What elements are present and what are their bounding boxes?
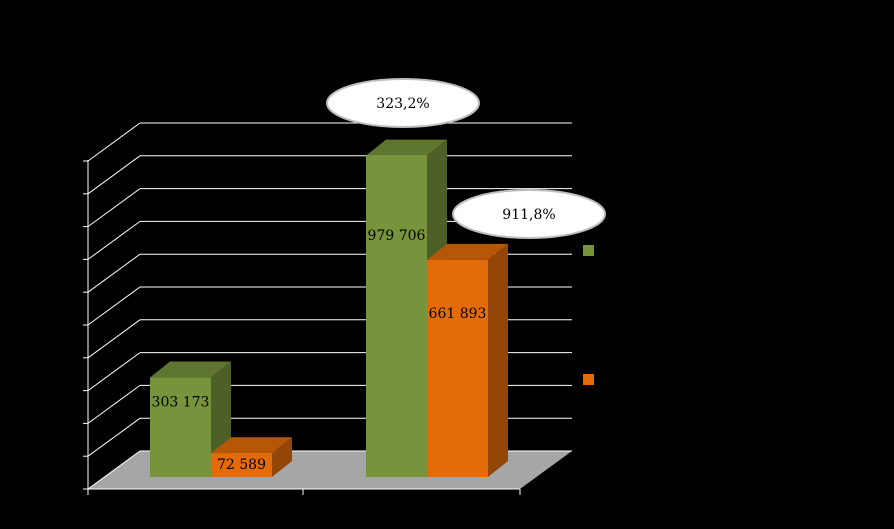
bar-top xyxy=(366,139,447,156)
wall-grid-line xyxy=(87,450,141,490)
wall-grid-line xyxy=(87,384,141,424)
wall-grid-line xyxy=(87,319,141,359)
bar-top xyxy=(427,243,508,260)
bar-top xyxy=(211,437,292,454)
legend-swatch xyxy=(583,374,594,385)
bar xyxy=(427,259,488,477)
wall-grid-line xyxy=(87,417,141,457)
legend-swatch xyxy=(583,245,594,256)
annotation-bubble xyxy=(452,189,606,239)
wall-grid-line xyxy=(87,188,141,228)
wall-grid-line xyxy=(87,352,141,392)
bar xyxy=(211,453,272,477)
value-label: 979 706 xyxy=(368,228,426,244)
wall-grid-line xyxy=(87,286,141,326)
annotation-bubble xyxy=(326,78,480,128)
wall-grid-line xyxy=(87,253,141,293)
bar-top xyxy=(150,361,231,378)
annotation: 911,8% xyxy=(502,207,555,223)
value-label: 661 893 xyxy=(429,306,487,322)
bar xyxy=(366,155,427,477)
wall-grid-line xyxy=(87,122,141,162)
value-label: 72 589 xyxy=(217,457,266,473)
annotation: 323,2% xyxy=(376,96,429,112)
bar-side xyxy=(488,243,508,477)
wall-grid-line xyxy=(87,220,141,260)
wall-grid-line xyxy=(87,155,141,195)
bar-side xyxy=(272,437,292,477)
bar xyxy=(150,377,211,477)
bars: 303 173 979 706 72 589 661 893 xyxy=(150,139,508,477)
value-label: 303 173 xyxy=(152,394,210,410)
